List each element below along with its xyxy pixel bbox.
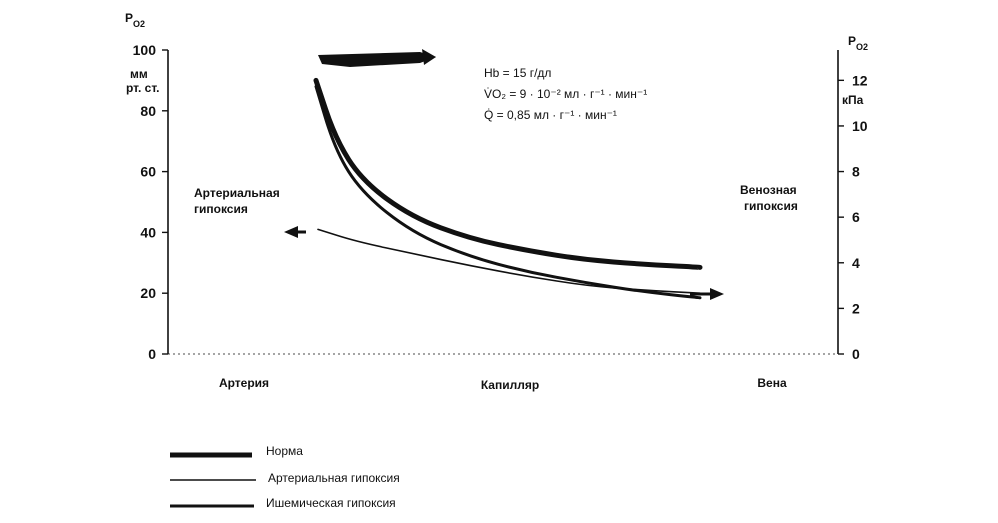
legend-norm-label: Норма [266,444,303,458]
series-ischemic-hypoxia-line [314,85,702,300]
venous-hypoxia-label-2: гипоксия [744,199,798,213]
series-arterial-hypoxia-line [317,228,701,294]
category-capillary: Капилляр [481,378,539,392]
left-tick-label: 0 [148,346,156,362]
arterial-inflow-band-arrow-icon [422,49,436,65]
right-tick-label: 4 [852,255,860,271]
right-tick-label: 0 [852,346,860,362]
category-artery: Артерия [219,376,269,390]
left-axis-unit-2: рт. ст. [126,81,160,95]
left-tick-label: 80 [140,103,156,119]
param-hb: Hb = 15 г/дл [484,66,551,80]
arterial-hypoxia-label-1: Артериальная [194,186,280,200]
right-tick-label: 10 [852,118,868,134]
left-tick-label: 60 [140,164,156,180]
venous-hypoxia-label-1: Венозная [740,183,797,197]
right-tick-label: 6 [852,209,860,225]
left-tick-label: 20 [140,285,156,301]
arterial-start-arrow-icon [284,226,298,238]
arterial-hypoxia-label-2: гипоксия [194,202,248,216]
legend-arterial-label: Артериальная гипоксия [268,471,400,485]
left-axis-title: PO2 [125,11,145,29]
left-tick-label: 100 [133,42,157,58]
right-tick-label: 2 [852,300,860,316]
param-vo2: V̇O₂ = 9 · 10⁻² мл · г⁻¹ · мин⁻¹ [484,87,647,101]
left-tick-label: 40 [140,224,156,240]
param-q: Q̇ = 0,85 мл · г⁻¹ · мин⁻¹ [484,108,617,122]
category-vein: Вена [757,376,787,390]
right-tick-label: 8 [852,164,860,180]
right-axis-title: PO2 [848,34,868,52]
venous-end-arrow-icon [710,288,724,300]
arterial-inflow-band [318,52,436,67]
legend-ischemic-label: Ишемическая гипоксия [266,496,396,510]
right-tick-label: 12 [852,72,868,88]
left-axis-unit-1: мм [130,67,148,81]
series-norm-line [313,77,703,270]
right-axis-unit: кПа [842,93,864,107]
